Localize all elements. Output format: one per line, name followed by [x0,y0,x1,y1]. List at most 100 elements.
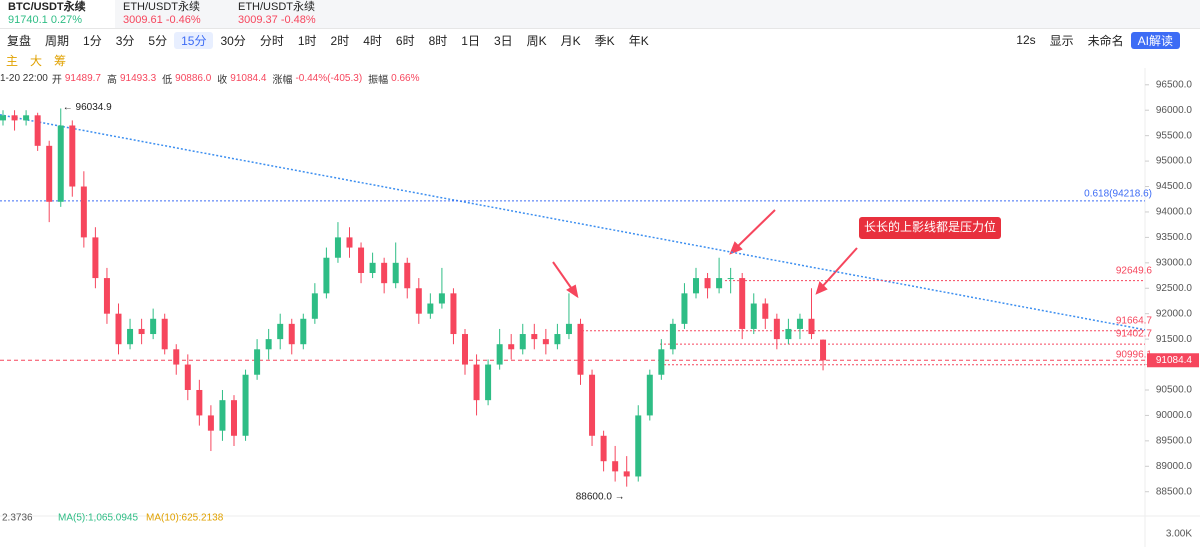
candle-body [438,293,445,304]
candle-body [34,115,41,146]
indicator[interactable]: 大 [30,53,43,68]
period-button[interactable]: 周期 [45,33,70,48]
candle-body [219,400,226,431]
candle-body [635,415,642,477]
interval-button[interactable]: 3分 [115,33,135,48]
tab[interactable]: ETH/USDT永续 3009.61 -0.46% [115,0,230,28]
indicator[interactable]: 筹 [54,53,67,68]
y-tick-label: 88500.0 [1156,486,1193,497]
candle-body [727,278,734,280]
info-value: 91493.3 [119,72,157,84]
tab-change: 0.27% [50,14,83,26]
interval-button[interactable]: 5分 [148,33,168,48]
interval-button[interactable]: 周K [526,33,547,48]
candle-body [242,374,249,436]
ma10: MA(10):625.2138 [146,513,224,524]
info-label: 高 [106,74,117,86]
candle-body [669,323,676,350]
candle-body [542,339,549,345]
tab-name: ETH/USDT永续 [123,1,200,13]
interval-button[interactable]: 6时 [395,33,415,48]
y-tick-label: 93500.0 [1156,232,1193,243]
y-tick-label: 96500.0 [1156,79,1193,90]
candle-body [254,349,261,375]
volume-value: 2.3736 [2,513,33,524]
tab-change: -0.46% [165,14,201,26]
candle-body [473,364,480,401]
interval-button[interactable]: 季K [594,33,615,48]
candle-body [750,303,757,329]
info-label: 涨幅 [272,74,293,86]
interval-button[interactable]: 1时 [297,33,317,48]
candle-body [69,125,76,187]
candle-body [589,374,596,436]
interval-button[interactable]: 1分 [83,33,102,48]
info-value: 90886.0 [175,72,212,84]
level-label: 91664.7 [1116,315,1153,326]
level-label: 90996.1 [1116,349,1153,360]
interval-button[interactable]: 分时 [259,33,284,48]
tab-name: ETH/USDT永续 [238,1,315,13]
interval-button[interactable]: 2时 [330,33,350,48]
candle-body [334,237,341,258]
tab[interactable]: ETH/USDT永续 3009.37 -0.48% [230,0,345,28]
toolbar: 复盘 周期 1分 3分 5分 15分 30分 分时 1时 2时 4时 6时 8时 1日 3日 周K 月K 季K… [0,29,1200,51]
y-tick-label: 91500.0 [1156,334,1193,345]
candle-body [23,115,30,121]
candle-body [785,328,792,340]
info-value: 0.66% [391,72,420,84]
candle-body [531,334,538,340]
y-tick-label: 94000.0 [1156,207,1193,218]
tab[interactable]: BTC/USDT永续 91740.1 0.27% [0,0,115,28]
annotation-box [859,217,1001,239]
replay-button[interactable]: 复盘 [7,33,32,48]
info-value: -0.44%(-405.3) [295,72,363,84]
y-tick-label: 95000.0 [1156,156,1193,167]
layout-button[interactable]: 未命名 [1087,33,1124,48]
ai-button[interactable]: AI解读 [1130,31,1180,49]
candle-body [623,471,630,477]
interval-button[interactable]: 年K [628,33,649,48]
candle-body [808,318,815,335]
display-button[interactable]: 显示 [1049,33,1074,48]
last-price-label: 91084.4 [1156,355,1193,366]
info-value: 91489.7 [64,72,101,84]
candle-body [716,278,723,289]
candle-body [0,115,6,121]
candle-body [277,323,284,340]
candle-body [762,303,769,319]
candle-body [646,374,653,416]
interval-button[interactable]: 3日 [493,33,513,48]
candle-body [11,115,18,121]
interval-button[interactable]: 15分 [174,31,214,49]
ohlc-info: 1-20 22:00 开 91489.7 高 91493.3 低 90886.0 收 91084… [0,70,1200,86]
interval-button[interactable]: 月K [560,33,581,48]
y-tick-label: 95500.0 [1156,130,1193,141]
info-label: 开 [51,74,62,86]
candle-body [600,435,607,462]
y-tick-label: 94500.0 [1156,181,1193,192]
candle-body [485,364,492,401]
ma5: MA(5):1,065.0945 [58,513,138,524]
interval-button[interactable]: 4时 [363,33,382,48]
candle-body [196,389,203,416]
candle-body [392,262,399,284]
interval-button[interactable]: 30分 [220,33,246,48]
candle-body [381,262,388,284]
level-label: 91402.7 [1116,329,1153,340]
interval-button[interactable]: 1日 [461,33,480,48]
candle-body [462,334,468,365]
candle-body [577,323,584,375]
candle-body [300,318,307,345]
candle-body [796,318,803,329]
interval-button[interactable]: 8时 [428,33,448,48]
tab-price: 91740.1 [8,14,48,26]
indicator[interactable]: 主 [6,53,19,68]
y-tick-label: 90500.0 [1156,385,1193,396]
tab-name: BTC/USDT永续 [8,1,86,13]
candle-body [323,257,330,294]
time: 1-20 22:00 [0,72,48,84]
candle-body [231,400,237,436]
max-marker: ← 96034.9 [63,102,112,113]
info-value: 91084.4 [230,72,267,84]
